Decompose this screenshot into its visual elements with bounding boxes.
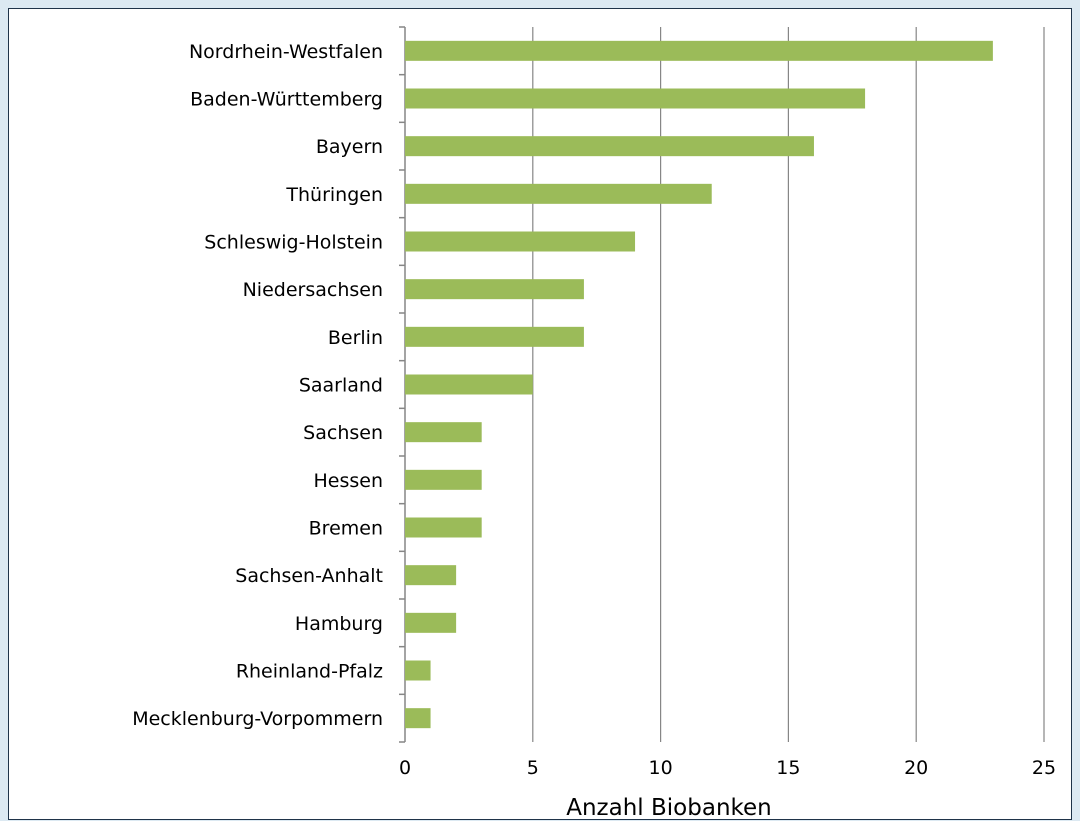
category-label: Niedersachsen: [243, 279, 383, 301]
category-label: Hessen: [313, 470, 383, 492]
bar: [405, 40, 993, 61]
category-label: Thüringen: [285, 184, 383, 206]
bar: [405, 469, 482, 490]
bar: [405, 565, 457, 586]
bar: [405, 326, 584, 347]
x-tick-label: 0: [399, 757, 411, 779]
bar: [405, 88, 866, 109]
x-axis-title: Anzahl Biobanken: [566, 795, 772, 821]
bars: [405, 40, 993, 729]
category-label: Sachsen: [303, 422, 383, 444]
bar-chart: Nordrhein-Westfalen Baden-Württemberg Baye…: [132, 26, 1056, 821]
bar: [405, 374, 533, 395]
category-label: Bayern: [316, 136, 383, 158]
bar: [405, 422, 482, 443]
category-label: Schleswig-Holstein: [204, 232, 383, 254]
category-label: Hamburg: [295, 613, 383, 635]
category-label: Mecklenburg-Vorpommern: [132, 708, 383, 730]
gridlines: [532, 27, 1045, 742]
tick-labels: 0 5 10 15 20 25: [399, 757, 1056, 779]
category-label: Rheinland-Pfalz: [236, 661, 383, 683]
axes: [399, 26, 406, 743]
category-label: Berlin: [328, 327, 383, 349]
category-label: Nordrhein-Westfalen: [189, 41, 383, 63]
category-labels: Nordrhein-Westfalen Baden-Württemberg Baye…: [132, 41, 383, 730]
x-tick-label: 25: [1032, 757, 1056, 779]
chart-frame: Nordrhein-Westfalen Baden-Württemberg Baye…: [8, 8, 1072, 821]
x-tick-label: 10: [649, 757, 673, 779]
bar: [405, 231, 636, 252]
category-label: Bremen: [309, 518, 383, 540]
bar: [405, 612, 457, 633]
bar: [405, 183, 712, 204]
bar: [405, 136, 814, 157]
category-label: Baden-Württemberg: [190, 89, 383, 111]
bar: [405, 708, 431, 729]
bar: [405, 660, 431, 681]
bar: [405, 517, 482, 538]
x-tick-label: 20: [904, 757, 928, 779]
x-tick-label: 15: [776, 757, 800, 779]
category-label: Saarland: [299, 375, 383, 397]
bar: [405, 279, 584, 300]
x-tick-label: 5: [527, 757, 539, 779]
category-label: Sachsen-Anhalt: [235, 565, 383, 587]
